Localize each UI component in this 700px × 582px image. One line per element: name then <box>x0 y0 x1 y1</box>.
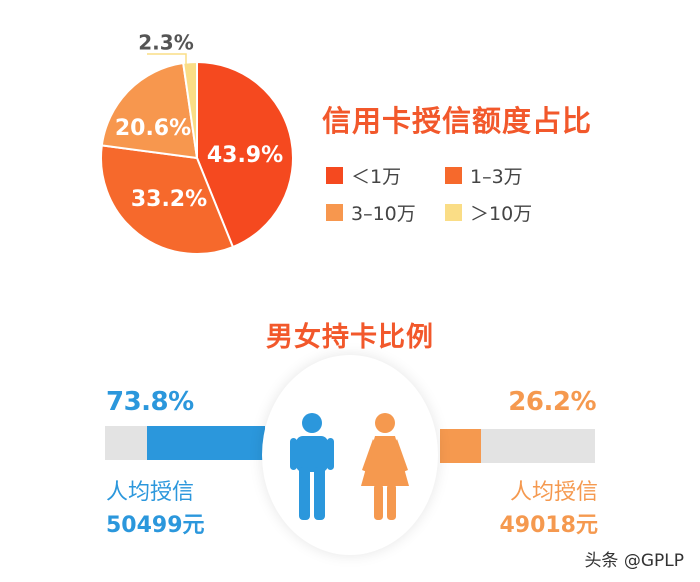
female-person-icon <box>361 413 409 520</box>
legend-label: 3–10万 <box>351 203 416 225</box>
female-avg-credit-label: 人均授信 <box>509 480 598 505</box>
female-avg-credit-value: 49018元 <box>499 513 598 538</box>
male-avg-credit-label: 人均授信 <box>106 480 195 505</box>
female-percentage: 26.2% <box>508 387 596 417</box>
male-share-bar-fill <box>146 426 265 460</box>
pie-data-label-0: 43.9% <box>207 143 283 168</box>
pie-chart: 43.9%33.2% 20.6% 2.3% <box>100 31 294 255</box>
male-avg-credit-value: 50499元 <box>106 513 205 538</box>
male-person-icon <box>290 413 334 520</box>
pie-data-label-1: 33.2% <box>131 187 207 212</box>
gender-section-title: 男女持卡比例 <box>266 322 434 353</box>
pie-label-leader-line <box>147 53 187 64</box>
pie-slice-3 <box>182 60 198 159</box>
legend-swatch <box>445 167 462 184</box>
female-share-bar-fill <box>440 429 481 463</box>
legend-label: ＞10万 <box>470 203 533 225</box>
pie-data-label-2: 20.6% <box>115 116 191 141</box>
pie-slice-1 <box>100 144 235 255</box>
pie-data-label-3: 2.3% <box>138 31 193 55</box>
legend-item-gt-10w: ＞10万 <box>445 199 532 226</box>
pie-slice-2 <box>100 61 199 160</box>
pie-slice-0 <box>196 60 294 249</box>
legend-label: 1–3万 <box>470 166 523 188</box>
legend-swatch <box>445 204 462 221</box>
legend-item-3-10w: 3–10万 <box>326 199 416 226</box>
legend-swatch <box>326 167 343 184</box>
legend-item-1-3w: 1–3万 <box>445 162 523 189</box>
pie-chart-title: 信用卡授信额度占比 <box>322 104 593 138</box>
legend-item-lt-1w: ＜1万 <box>326 162 401 189</box>
legend-label: ＜1万 <box>351 166 402 188</box>
male-percentage: 73.8% <box>106 387 194 417</box>
legend-swatch <box>326 204 343 221</box>
male-share-bar <box>105 426 265 460</box>
source-watermark: 头条 @GPLP <box>584 551 684 571</box>
female-share-bar <box>440 429 595 463</box>
